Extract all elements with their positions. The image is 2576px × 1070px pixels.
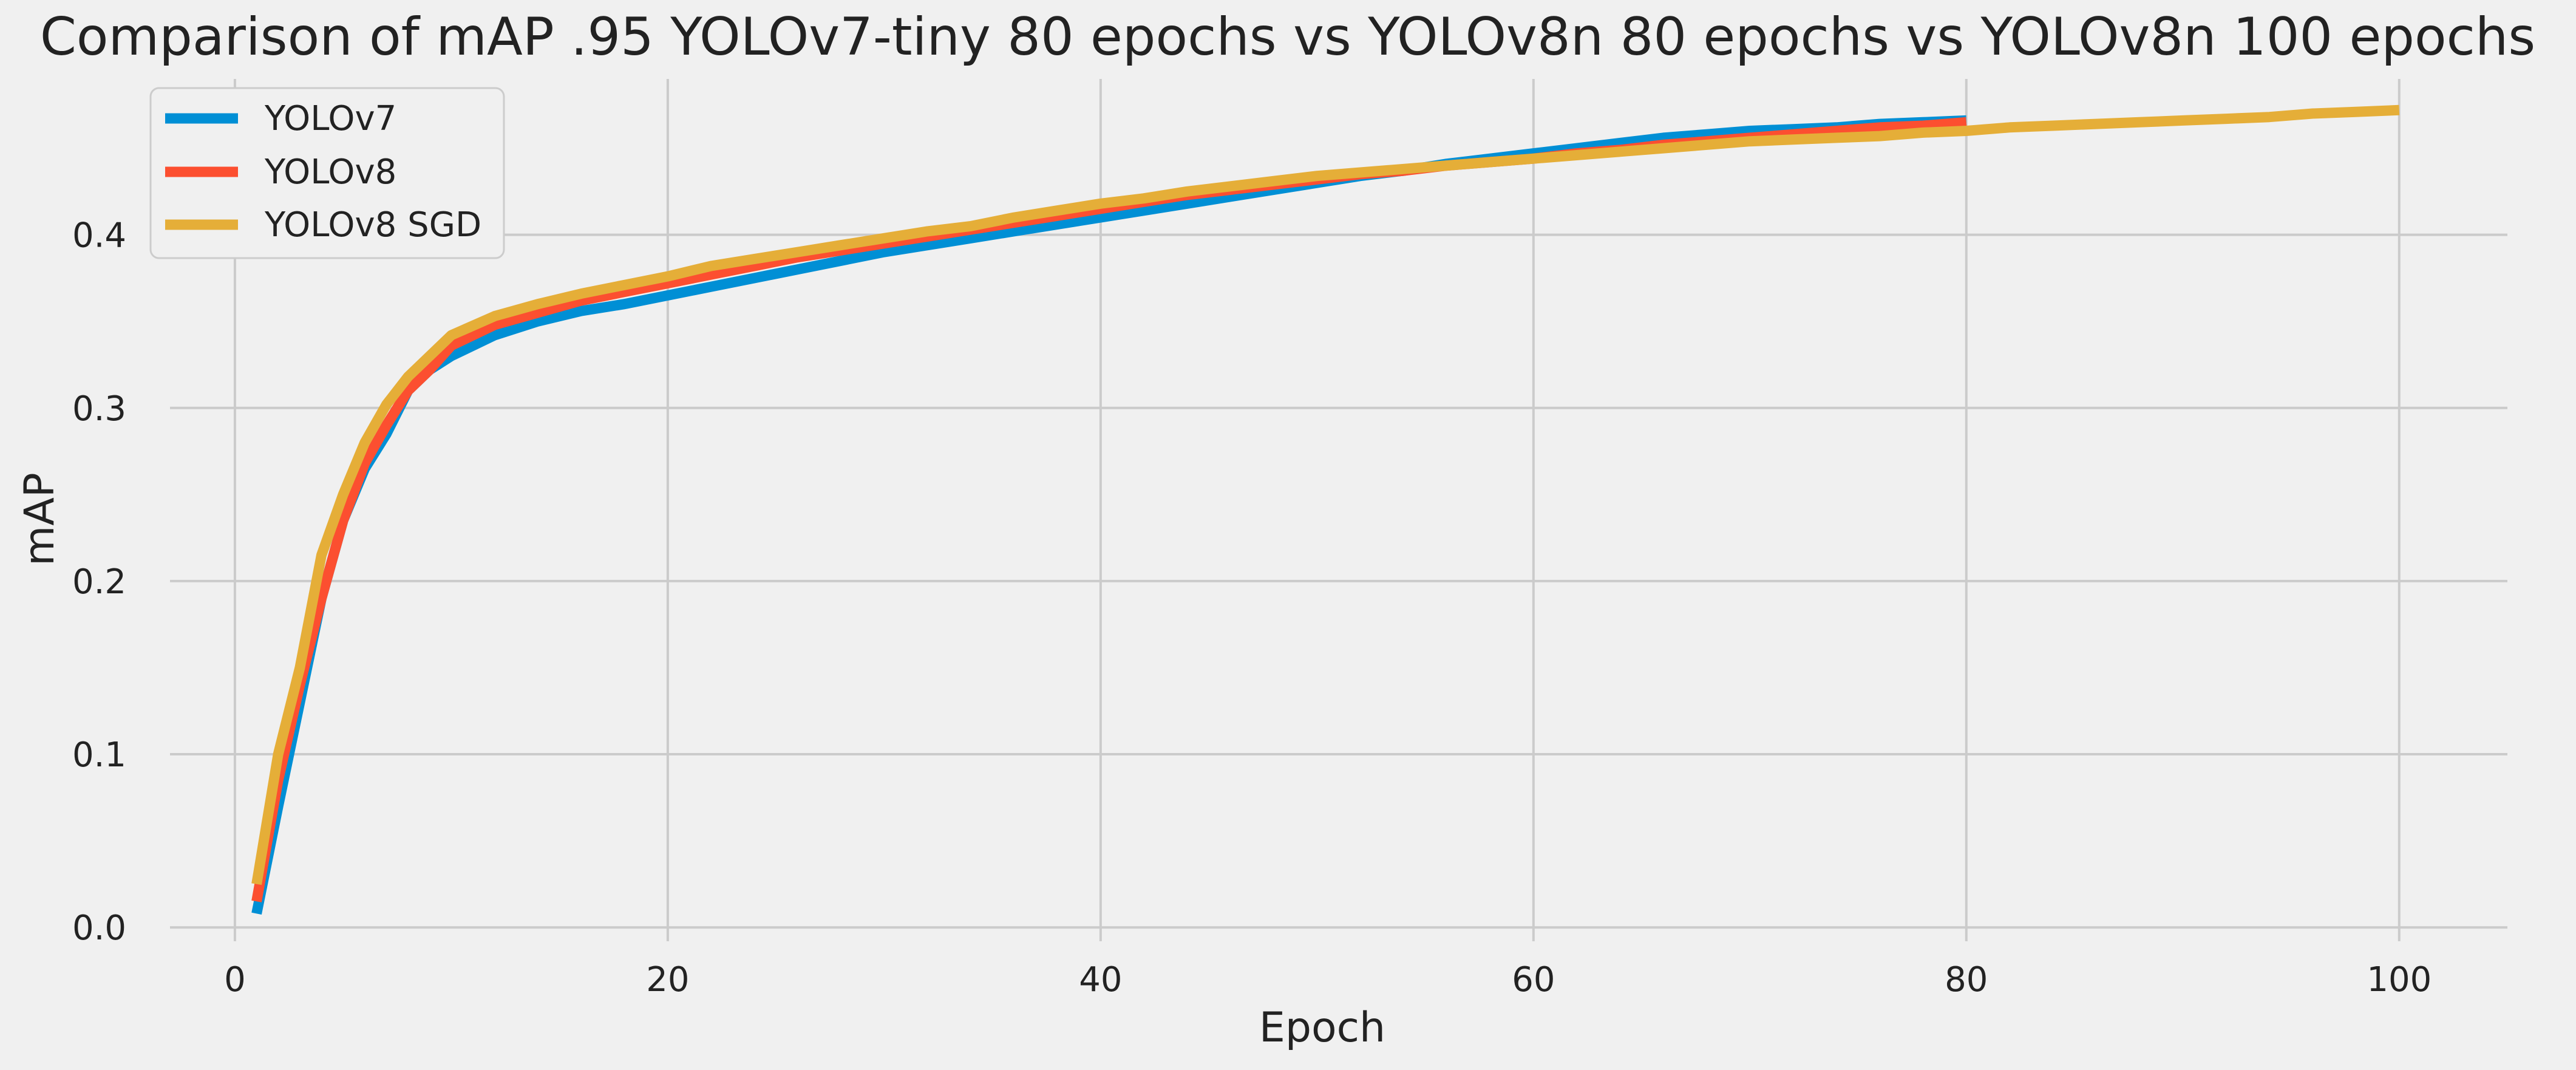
y-tick-label: 0.4 [72, 216, 126, 256]
legend: YOLOv7 YOLOv8 YOLOv8 SGD [149, 87, 505, 259]
series-line-yolov8-sgd [251, 104, 2400, 885]
legend-label-yolov7: YOLOv7 [264, 99, 396, 138]
x-axis-label: Epoch [1259, 1004, 1385, 1052]
x-tick-label: 60 [1512, 960, 1555, 1000]
legend-box [149, 87, 505, 259]
x-tick-label: 40 [1079, 960, 1122, 1000]
x-tick-label: 100 [2367, 960, 2432, 1000]
x-tick-label: 20 [646, 960, 689, 1000]
y-tick-label: 0.2 [72, 562, 126, 602]
y-axis-label: mAP [16, 472, 64, 566]
y-tick-label: 0.3 [72, 389, 126, 429]
y-tick-labels: 0.0 0.1 0.2 0.3 0.4 [72, 216, 126, 949]
legend-label-yolov8: YOLOv8 [264, 152, 396, 192]
legend-label-yolov8-sgd: YOLOv8 SGD [264, 205, 481, 245]
x-tick-label: 80 [1945, 960, 1988, 1000]
y-tick-label: 0.0 [72, 908, 126, 948]
series-lines [251, 104, 2400, 915]
y-tick-label: 0.1 [72, 735, 126, 775]
x-tick-label: 0 [224, 960, 246, 1000]
x-tick-labels: 0 20 40 60 80 100 [224, 960, 2432, 1000]
chart-title: Comparison of mAP .95 YOLOv7-tiny 80 epo… [40, 7, 2535, 67]
